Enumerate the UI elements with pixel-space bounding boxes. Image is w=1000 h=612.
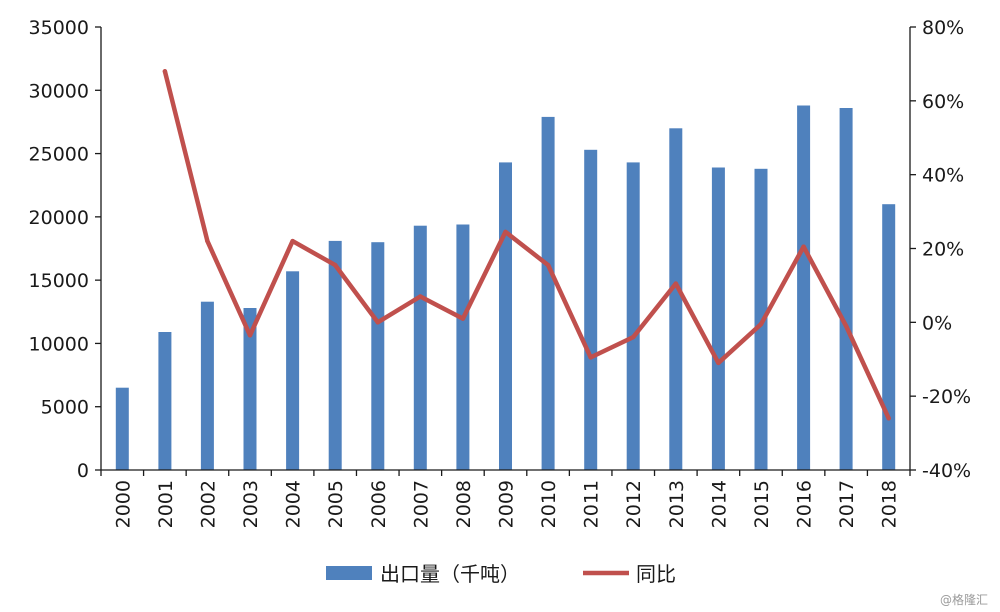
y-left-tick-label: 25000 xyxy=(29,144,89,166)
x-tick-label: 2009 xyxy=(496,480,518,528)
y-right-tick-label: 60% xyxy=(922,91,964,113)
watermark: @格隆汇 xyxy=(940,592,988,607)
legend-bar-label: 出口量（千吨） xyxy=(380,562,520,586)
line-point-2016 xyxy=(801,244,806,249)
x-tick-label: 2007 xyxy=(410,480,432,528)
line-point-2012 xyxy=(631,334,636,340)
bar-2016 xyxy=(797,105,811,470)
line-point-2001 xyxy=(162,69,168,74)
x-tick-label: 2002 xyxy=(197,480,219,528)
line-point-2018 xyxy=(886,416,891,421)
x-tick-label: 2011 xyxy=(581,480,603,528)
bar-2011 xyxy=(584,149,598,471)
y-left-tick-label: 35000 xyxy=(29,17,89,39)
line-point-2005 xyxy=(333,262,338,268)
x-tick-label: 2014 xyxy=(708,480,730,528)
y-left-tick-label: 10000 xyxy=(29,333,89,355)
y-right-tick-label: 80% xyxy=(922,17,964,39)
bar-2002 xyxy=(200,301,214,470)
line-point-2003 xyxy=(247,333,253,338)
axes: 0 5000 10000 15000 20000 25000 30000 35000 -40% -… xyxy=(29,17,972,528)
y-left-tick-label: 20000 xyxy=(29,207,89,229)
bar-series xyxy=(115,105,896,471)
y-right-tick-label: -40% xyxy=(922,460,971,482)
yoy-line xyxy=(162,69,891,421)
x-tick-label: 2016 xyxy=(794,480,816,528)
line-point-2010 xyxy=(545,262,551,268)
line-point-2013 xyxy=(673,281,678,286)
x-tick-label: 2003 xyxy=(240,480,262,528)
x-tick-label: 2018 xyxy=(879,480,901,528)
y-right-tick-label: 40% xyxy=(922,165,964,187)
line-point-2002 xyxy=(205,238,210,244)
bar-2017 xyxy=(839,108,853,470)
line-point-2006 xyxy=(375,320,380,325)
x-tick-label: 2006 xyxy=(368,480,390,528)
y-right-tick-label: 20% xyxy=(922,239,964,261)
x-tick-label: 2012 xyxy=(623,480,645,528)
x-tick-label: 2000 xyxy=(112,480,134,528)
bar-2006 xyxy=(371,242,385,470)
bar-2007 xyxy=(413,225,427,470)
bar-2008 xyxy=(456,224,470,470)
x-tick-label: 2013 xyxy=(666,480,688,528)
bar-2014 xyxy=(711,167,725,470)
bar-2009 xyxy=(499,162,512,470)
y-left-tick-label: 15000 xyxy=(29,270,89,292)
bar-2015 xyxy=(754,168,768,471)
y-right-tick-label: 0% xyxy=(922,312,952,334)
line-point-2017 xyxy=(843,323,849,329)
x-tick-label: 2010 xyxy=(538,480,560,528)
y-left-tick-label: 30000 xyxy=(29,80,89,102)
line-point-2007 xyxy=(418,294,423,299)
bar-2018 xyxy=(882,204,896,470)
x-tick-label: 2017 xyxy=(836,480,858,528)
bar-2012 xyxy=(626,162,640,470)
y-right-tick-label: -20% xyxy=(922,386,971,408)
line-point-2009 xyxy=(503,229,508,235)
bar-2010 xyxy=(541,116,555,471)
legend: 出口量（千吨） 同比 xyxy=(326,562,676,586)
y-left-tick-label: 5000 xyxy=(41,397,89,419)
bar-2003 xyxy=(243,308,257,470)
line-series xyxy=(162,69,891,421)
x-tick-label: 2004 xyxy=(283,480,305,528)
x-tick-label: 2015 xyxy=(751,480,773,528)
bar-2005 xyxy=(328,240,342,470)
line-point-2008 xyxy=(460,316,466,321)
bar-2000 xyxy=(115,387,129,470)
x-tick-label: 2005 xyxy=(325,480,347,528)
line-point-2004 xyxy=(290,238,295,244)
legend-bar-swatch xyxy=(326,566,372,580)
legend-line-label: 同比 xyxy=(636,562,676,586)
line-point-2014 xyxy=(716,360,721,366)
x-tick-label: 2008 xyxy=(453,480,475,528)
bar-2004 xyxy=(286,271,300,470)
bar-2013 xyxy=(669,128,683,471)
x-tick-label: 2001 xyxy=(155,480,177,528)
line-point-2011 xyxy=(588,355,593,360)
bar-2001 xyxy=(158,332,172,470)
line-point-2015 xyxy=(758,322,764,327)
y-left-tick-label: 0 xyxy=(77,460,89,482)
